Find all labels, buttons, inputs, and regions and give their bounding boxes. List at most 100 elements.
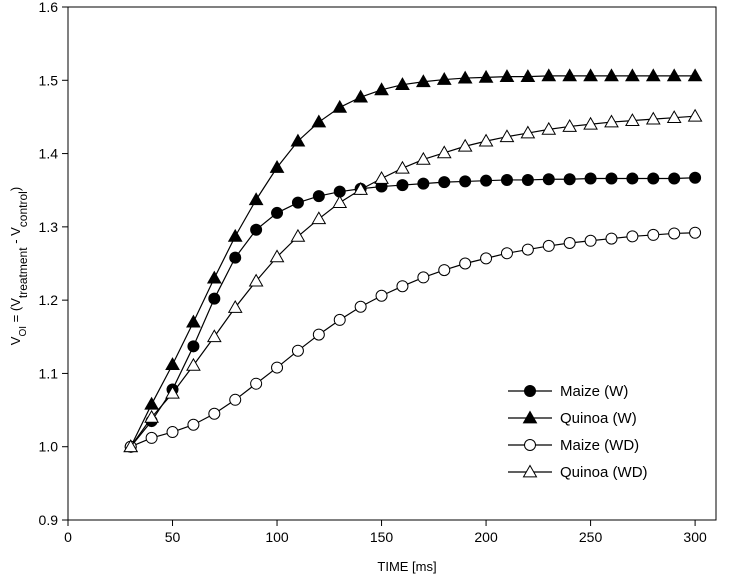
data-point — [227, 228, 243, 242]
x-axis-title: TIME [ms] — [377, 559, 436, 574]
y-axis-title-sub1: treatment — [16, 247, 30, 298]
data-point — [478, 69, 494, 83]
y-axis-title-eq: = (V — [8, 298, 23, 326]
data-point — [668, 227, 681, 240]
data-point — [291, 344, 304, 357]
plot-frame — [67, 6, 717, 521]
data-point — [290, 228, 306, 242]
data-point — [626, 230, 639, 243]
data-point — [583, 116, 598, 130]
y-tick-label: 1.0 — [39, 439, 59, 455]
data-point — [354, 300, 367, 313]
data-point — [250, 377, 263, 390]
data-point — [647, 172, 660, 185]
data-point — [666, 68, 682, 82]
data-point — [208, 407, 221, 420]
x-tick-label: 200 — [474, 529, 498, 545]
data-point — [187, 340, 200, 353]
data-point — [647, 228, 660, 241]
data-point — [415, 74, 431, 88]
data-point — [583, 68, 598, 82]
data-point — [250, 223, 263, 236]
series-4 — [123, 108, 703, 453]
data-point — [123, 439, 139, 453]
legend-label: Maize (WD) — [560, 437, 639, 454]
data-point — [500, 173, 513, 186]
data-point — [645, 68, 661, 82]
data-point — [520, 69, 536, 82]
data-point — [541, 68, 557, 82]
data-point — [374, 82, 389, 96]
data-point — [312, 328, 325, 341]
y-axis-title-main-sub: OI — [18, 326, 29, 337]
y-axis-title-sub2: control — [16, 191, 30, 227]
legend-label: Quinoa (W) — [560, 410, 637, 427]
data-point — [415, 151, 431, 165]
y-tick-label: 1.2 — [39, 292, 59, 308]
series-line — [130, 177, 696, 448]
x-tick-label: 300 — [683, 529, 707, 545]
x-tick-label: 100 — [265, 529, 289, 545]
legend-label: Quinoa (WD) — [560, 464, 648, 481]
data-point — [457, 70, 473, 84]
legend-item: Quinoa (W) — [508, 410, 637, 427]
data-point — [290, 133, 306, 147]
data-point — [689, 171, 702, 184]
data-point — [542, 173, 555, 186]
data-point — [625, 113, 640, 126]
data-point — [395, 77, 410, 91]
data-point — [668, 172, 681, 185]
x-tick-label: 0 — [64, 529, 72, 545]
series-3 — [124, 226, 702, 453]
legend-item: Maize (WD) — [508, 437, 639, 454]
series-line — [130, 232, 696, 448]
data-point — [227, 299, 243, 313]
data-point — [248, 192, 264, 206]
data-point — [229, 251, 242, 264]
data-point — [291, 196, 304, 209]
data-point — [206, 270, 222, 284]
legend: Maize (W) Quinoa (W) Maize (WD) Quinoa (WD) — [508, 383, 648, 481]
data-point — [521, 243, 534, 256]
legend-marker — [524, 439, 536, 451]
x-tick-label: 50 — [165, 529, 181, 545]
legend-item: Quinoa (WD) — [508, 464, 648, 481]
data-point — [541, 121, 557, 135]
data-point — [605, 232, 618, 245]
y-axis-title: VOI = (Vtreatment - Vcontrol) — [8, 187, 30, 345]
data-point — [311, 114, 327, 128]
data-point — [208, 292, 221, 305]
y-axis-title-end: ) — [8, 187, 23, 191]
data-point — [395, 160, 410, 174]
legend-marker — [524, 385, 536, 397]
data-point — [521, 173, 534, 186]
data-point — [438, 176, 451, 189]
x-tick-label: 150 — [370, 529, 394, 545]
y-tick-label: 1.5 — [39, 72, 59, 88]
data-point — [459, 175, 472, 188]
data-point — [542, 239, 555, 252]
y-tick-label: 1.6 — [39, 0, 59, 15]
data-point — [687, 68, 703, 82]
data-point — [312, 190, 325, 203]
data-point — [144, 409, 159, 423]
data-point — [626, 172, 639, 185]
data-point — [165, 385, 180, 399]
data-point — [436, 145, 452, 159]
y-tick-label: 1.1 — [39, 365, 59, 381]
data-point — [562, 118, 578, 132]
data-point — [480, 174, 493, 187]
series-line — [130, 75, 696, 447]
data-point — [271, 361, 284, 374]
data-point — [584, 234, 597, 247]
legend-label: Maize (W) — [560, 383, 628, 400]
series-2 — [123, 68, 703, 453]
data-point — [584, 172, 597, 185]
data-point — [186, 314, 201, 328]
data-point — [165, 357, 180, 371]
data-point — [687, 108, 703, 122]
data-point — [311, 211, 327, 225]
legend-marker — [522, 464, 538, 478]
data-point — [206, 329, 222, 343]
